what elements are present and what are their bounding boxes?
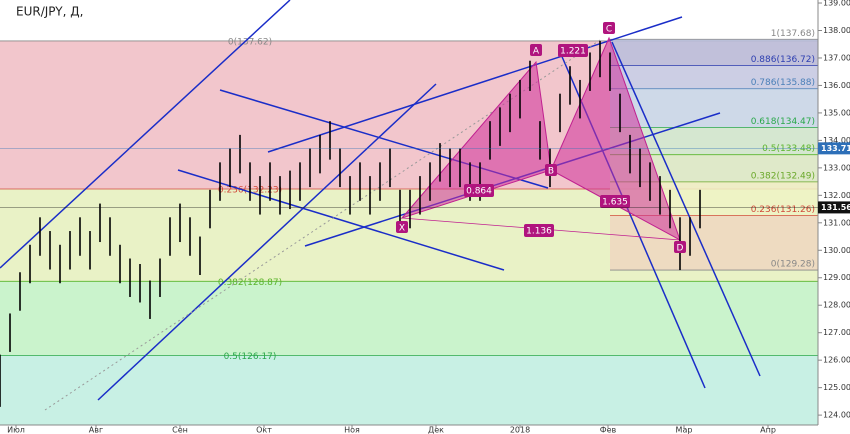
x-tick-label: Авг <box>89 426 103 434</box>
y-tick-label: 124.00 <box>823 411 850 420</box>
y-tick-label: 127.00 <box>823 328 850 337</box>
x-tick-label: Сен <box>172 426 188 434</box>
point-box <box>674 241 686 253</box>
x-tick-label: Ноя <box>344 426 360 434</box>
trend-line <box>177 169 505 271</box>
fib-band <box>0 281 818 356</box>
price-tag-label: 133.71 <box>821 144 850 153</box>
y-tick-label: 135.00 <box>823 108 850 117</box>
point-label: D <box>677 244 684 254</box>
price-tag <box>818 201 850 214</box>
fib-band <box>0 355 818 425</box>
fib-label: 0(137.62) <box>228 37 272 47</box>
fib-label: 0.5(133.48) <box>762 144 815 154</box>
fib-label: 0(129.28) <box>771 260 815 270</box>
fib-label: 0.786(135.88) <box>751 78 815 88</box>
ratio-box <box>524 224 554 237</box>
ratio-label: 1.136 <box>526 227 552 237</box>
fib-band <box>610 65 818 89</box>
x-tick-label: 2018 <box>510 426 530 434</box>
title-bg <box>0 3 98 21</box>
fib-label: 0.886(136.72) <box>751 55 815 65</box>
y-tick-label: 131.00 <box>823 218 850 227</box>
point-box <box>530 44 542 56</box>
x-tick-label: Апр <box>760 426 776 434</box>
point-label: A <box>533 47 540 57</box>
fib-label: 0.382(128.87) <box>218 278 282 288</box>
time-axis <box>0 425 818 434</box>
fib-label: 0.618(134.47) <box>751 117 815 127</box>
x-tick-label: Фев <box>600 426 617 434</box>
trend-line <box>267 16 683 153</box>
price-tag <box>818 142 850 155</box>
trend-line <box>0 0 291 269</box>
ratio-box <box>600 195 630 208</box>
x-tick-label: Дек <box>428 426 444 434</box>
point-box <box>396 221 408 233</box>
x-tick-label: Мар <box>676 426 693 434</box>
y-tick-label: 132.00 <box>823 191 850 200</box>
y-tick-label: 136.00 <box>823 81 850 90</box>
fib-band <box>610 215 818 271</box>
fib-label: 0.5(126.17) <box>224 352 277 362</box>
y-tick-label: 125.00 <box>823 383 850 392</box>
ratio-label: 0.864 <box>466 187 492 197</box>
y-tick-label: 128.00 <box>823 301 850 310</box>
point-label: X <box>399 224 405 234</box>
price-bars <box>0 40 701 407</box>
point-label: C <box>606 25 612 35</box>
price-tag-label: 131.56 <box>821 203 850 212</box>
background: 0(137.62)0.236(132.23)0.382(128.87)0.5(1… <box>0 29 818 425</box>
y-tick-label: 139.00 <box>823 0 850 8</box>
ratio-label: 1.635 <box>602 198 628 208</box>
ratio-box <box>464 184 494 197</box>
x-tick-label: Окт <box>256 426 272 434</box>
y-tick-label: 126.00 <box>823 356 850 365</box>
y-tick-label: 130.00 <box>823 246 850 255</box>
pattern-labels: X A B C D 1.221 0.864 1.635 1.136 <box>396 22 686 254</box>
trend-line <box>611 41 761 377</box>
y-tick-label: 138.00 <box>823 26 850 35</box>
point-box <box>603 22 615 34</box>
trend-line <box>97 83 437 401</box>
fib-label: 0.382(132.49) <box>751 171 815 181</box>
fib-band <box>610 88 818 128</box>
y-tick-label: 129.00 <box>823 273 850 282</box>
x-tick-label: Июл <box>7 426 25 434</box>
fib-band <box>610 39 818 66</box>
price-axis <box>818 0 850 434</box>
point-box <box>545 164 557 176</box>
ratio-label: 1.221 <box>560 47 586 57</box>
fib-label: 0.236(131.26) <box>751 205 815 215</box>
y-tick-label: 134.00 <box>823 136 850 145</box>
y-tick-label: 137.00 <box>823 53 850 62</box>
fib-label: 1(137.68) <box>771 29 815 39</box>
point-label: B <box>548 167 554 177</box>
chart-title: EUR/JPY, Д, <box>16 5 83 19</box>
y-tick-label: 133.00 <box>823 163 850 172</box>
ratio-box <box>558 44 588 57</box>
